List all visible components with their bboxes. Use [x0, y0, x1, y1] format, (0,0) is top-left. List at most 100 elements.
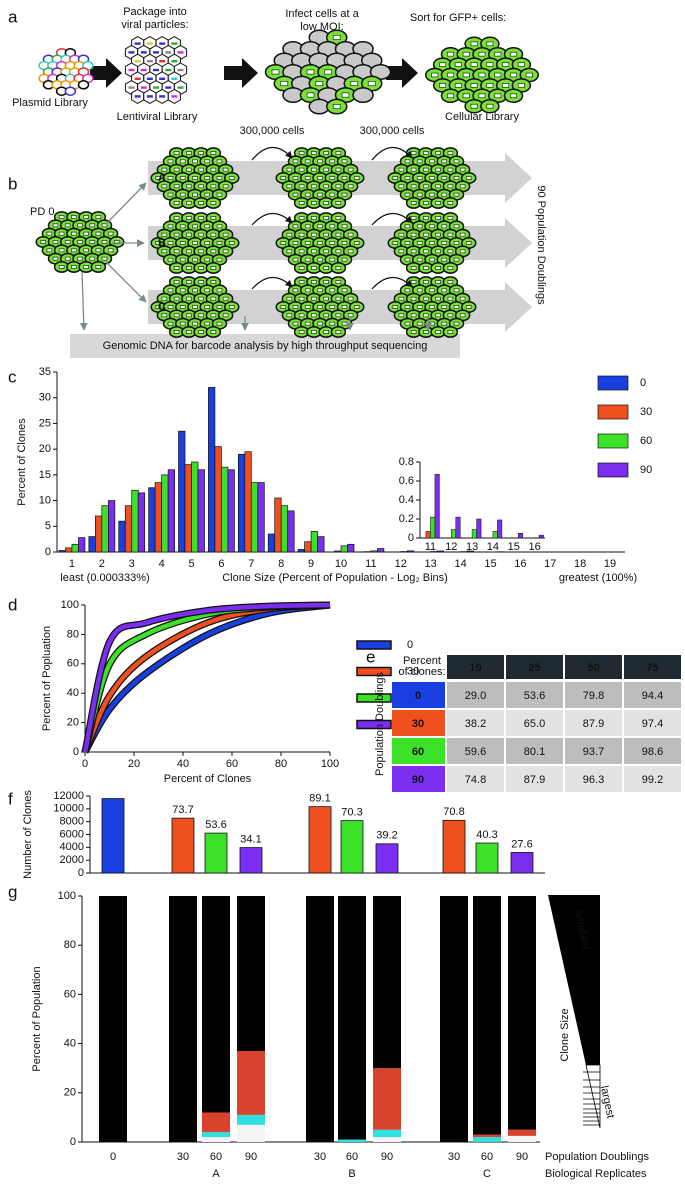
- bar: [237, 453, 246, 553]
- nucleus: [186, 184, 192, 189]
- bar: [178, 430, 186, 553]
- nucleus: [353, 241, 360, 245]
- step-arrow: [224, 58, 258, 88]
- x-tick-label: 60: [346, 1151, 358, 1163]
- nucleus: [192, 257, 198, 262]
- x-tick-label: 60: [226, 758, 238, 770]
- y-tick-label: 0: [70, 1136, 76, 1148]
- y-tick-label: 0: [78, 867, 84, 879]
- nucleus: [329, 224, 336, 229]
- nucleus: [186, 216, 192, 220]
- cell: [506, 738, 563, 764]
- nucleus: [228, 241, 235, 245]
- barcode: [146, 42, 153, 45]
- split-arrow: [105, 182, 147, 225]
- nucleus: [329, 288, 336, 293]
- bar: [65, 547, 73, 553]
- nucleus: [228, 305, 235, 309]
- bar: [497, 519, 503, 539]
- nucleus: [83, 248, 89, 253]
- y-tick-label: 0.4: [399, 494, 414, 506]
- bar-segment: [338, 896, 366, 1140]
- y-tick-label: 25: [39, 417, 51, 429]
- nucleus: [210, 280, 217, 285]
- bar: [375, 843, 399, 874]
- nucleus: [335, 280, 342, 285]
- legend-label: 30: [640, 406, 652, 418]
- nucleus: [423, 265, 429, 270]
- bar-segment: [306, 896, 334, 1142]
- panel-label: g: [8, 882, 17, 901]
- nucleus: [173, 313, 180, 318]
- bar-segment: [373, 1129, 401, 1138]
- bar: [518, 533, 523, 539]
- nucleus: [332, 104, 341, 110]
- nucleus: [304, 321, 311, 326]
- y-tick-label: 20: [64, 1087, 76, 1099]
- nucleus: [52, 240, 59, 244]
- bar: [297, 549, 305, 553]
- header-text: 10: [469, 662, 481, 674]
- nucleus: [410, 200, 417, 205]
- nucleus: [453, 159, 460, 164]
- nucleus: [429, 192, 435, 197]
- bar-segment: [202, 1132, 230, 1138]
- nucleus: [292, 241, 299, 245]
- nucleus: [317, 192, 323, 197]
- nucleus: [459, 167, 466, 172]
- x-end-label: least (0.000333%): [60, 572, 149, 584]
- transfer-label: 300,000 cells: [240, 125, 305, 137]
- barcode: [134, 60, 141, 63]
- nucleus: [173, 265, 180, 270]
- barcode: [140, 86, 147, 89]
- panel-label: d: [8, 595, 17, 614]
- x-tick-label: 19: [604, 558, 616, 570]
- nucleus: [317, 176, 323, 180]
- cell-text: 59.6: [465, 746, 486, 758]
- nucleus: [441, 224, 448, 229]
- nucleus: [423, 249, 429, 254]
- nucleus: [192, 192, 198, 197]
- cell-text: 65.0: [524, 718, 545, 730]
- x-tick-label: 90: [516, 1151, 528, 1163]
- nucleus: [347, 167, 354, 172]
- y-tick-label: 20: [39, 443, 51, 455]
- bar: [204, 832, 228, 874]
- header-cell: [506, 655, 563, 679]
- barcode: [171, 77, 178, 80]
- passage-arrow: [371, 146, 413, 161]
- nucleus: [404, 224, 411, 229]
- nucleus: [509, 72, 518, 78]
- row-label-cell: [392, 710, 445, 736]
- nucleus: [410, 184, 417, 189]
- bar-annotation: 34.1: [240, 833, 261, 845]
- nucleus: [317, 224, 323, 229]
- library-label: Cellular Library: [445, 111, 519, 123]
- x-tick-label: 12: [445, 541, 457, 553]
- x-tick-label: 90: [381, 1151, 393, 1163]
- bar: [221, 466, 229, 553]
- nucleus: [517, 83, 525, 88]
- nucleus: [341, 192, 348, 197]
- row-label-cell: [392, 738, 445, 764]
- nucleus: [186, 151, 192, 155]
- nucleus: [332, 34, 341, 40]
- nucleus: [186, 280, 192, 285]
- nucleus: [298, 232, 305, 237]
- nucleus: [441, 321, 448, 326]
- nucleus: [410, 232, 417, 237]
- nucleus: [404, 257, 411, 262]
- nucleus: [509, 93, 518, 99]
- nucleus: [280, 305, 287, 309]
- nucleus: [311, 329, 317, 334]
- x-tick-label: 15: [508, 541, 520, 553]
- nucleus: [304, 288, 311, 293]
- nucleus: [292, 305, 299, 309]
- bar: [455, 516, 461, 539]
- nucleus: [222, 313, 229, 318]
- y-tick-label: 2000: [60, 854, 84, 866]
- legend-swatch: [356, 666, 392, 677]
- nucleus: [186, 200, 192, 205]
- barcode: [153, 51, 159, 54]
- bar-segment: [169, 896, 197, 1142]
